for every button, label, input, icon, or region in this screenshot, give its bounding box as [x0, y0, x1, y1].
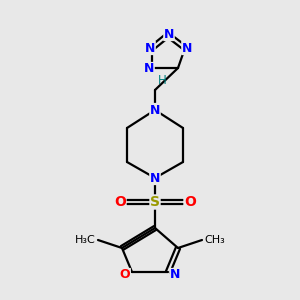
- Text: N: N: [145, 41, 155, 55]
- Text: N: N: [182, 41, 192, 55]
- Text: N: N: [170, 268, 180, 281]
- Text: N: N: [164, 28, 174, 40]
- Text: O: O: [184, 195, 196, 209]
- Text: O: O: [114, 195, 126, 209]
- Text: N: N: [150, 172, 160, 184]
- Text: O: O: [120, 268, 130, 281]
- Text: N: N: [150, 103, 160, 116]
- Text: S: S: [150, 195, 160, 209]
- Text: CH₃: CH₃: [204, 235, 225, 245]
- Text: H: H: [158, 74, 166, 86]
- Text: N: N: [144, 62, 154, 76]
- Text: H₃C: H₃C: [75, 235, 96, 245]
